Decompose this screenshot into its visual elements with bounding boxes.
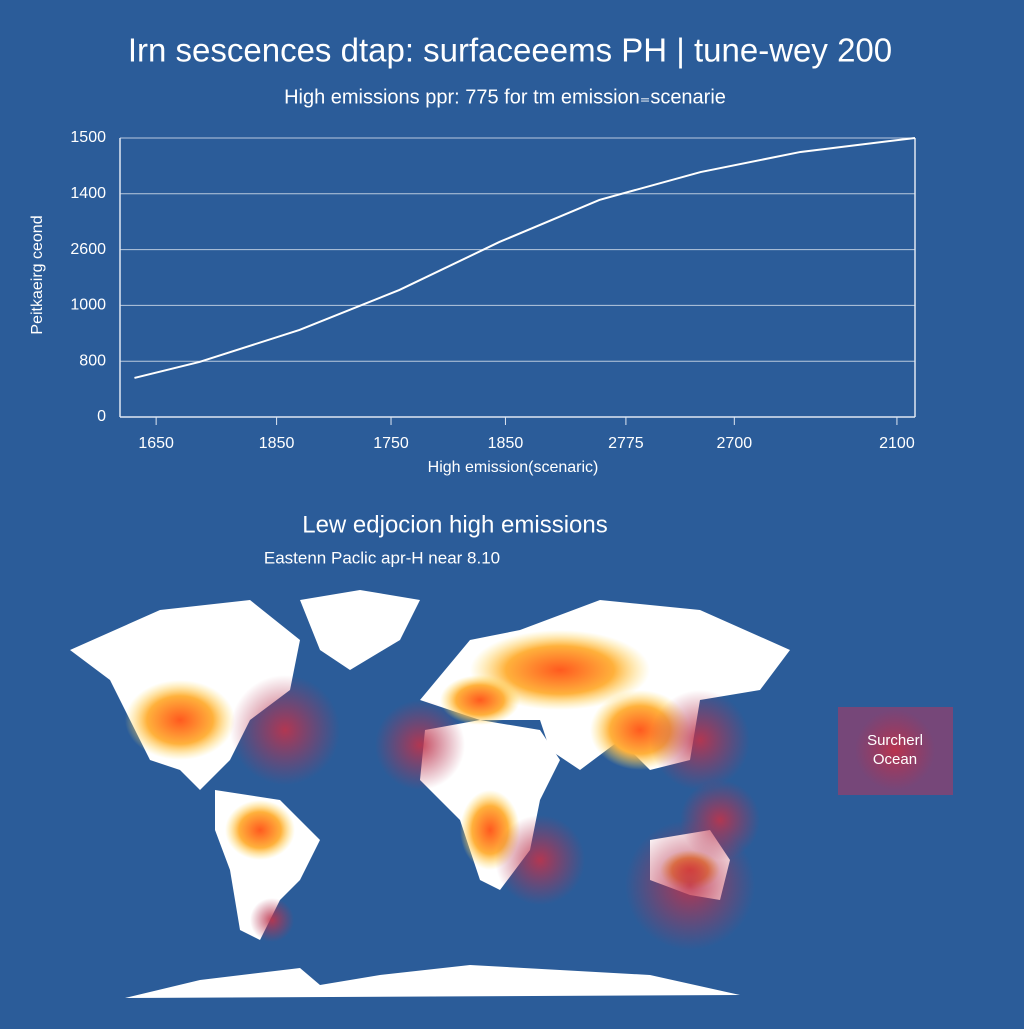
y-tick-label: 1500 xyxy=(70,129,106,146)
ocean-glow xyxy=(855,710,935,790)
chart-title: Irn sescences dtap: surfaceeems PH | tun… xyxy=(128,32,892,69)
y-tick-label: 0 xyxy=(97,408,106,425)
x-tick-label: 2775 xyxy=(608,435,644,452)
x-tick-label: 1750 xyxy=(373,435,409,452)
x-axis-label: High emission(scenaric) xyxy=(428,459,599,476)
x-tick-label: 1850 xyxy=(488,435,524,452)
y-axis-label: Peitkaeirg ceond xyxy=(29,215,46,334)
plot: 0 800 1000 2600 1400 1500 1650 1850 1750 1850 2775… xyxy=(70,129,916,452)
map: Lew edjocion high emissions Eastenn Pacl… xyxy=(70,511,953,998)
map-subtitle: Eastenn Paclic apr-H near 8.10 xyxy=(264,548,500,567)
chart-subtitle: High emissions ppr: 775 for tm emission₌… xyxy=(284,86,726,108)
ocean-label: Surcherl Ocean xyxy=(867,732,923,768)
y-tick-label: 1400 xyxy=(70,185,106,202)
map-title: Lew edjocion high emissions xyxy=(302,511,608,538)
y-tick-label: 1000 xyxy=(70,297,106,314)
ocean-label-line: Ocean xyxy=(873,751,917,768)
x-tick-label: 2700 xyxy=(717,435,753,452)
x-tick-label: 2100 xyxy=(879,435,915,452)
x-tick-label: 1850 xyxy=(259,435,295,452)
y-tick-label: 2600 xyxy=(70,241,106,258)
ocean-zones xyxy=(230,675,760,950)
x-tick-label: 1650 xyxy=(138,435,174,452)
ocean-label-line: Surcherl xyxy=(867,732,923,749)
y-tick-label: 800 xyxy=(79,352,106,369)
line xyxy=(134,137,916,379)
